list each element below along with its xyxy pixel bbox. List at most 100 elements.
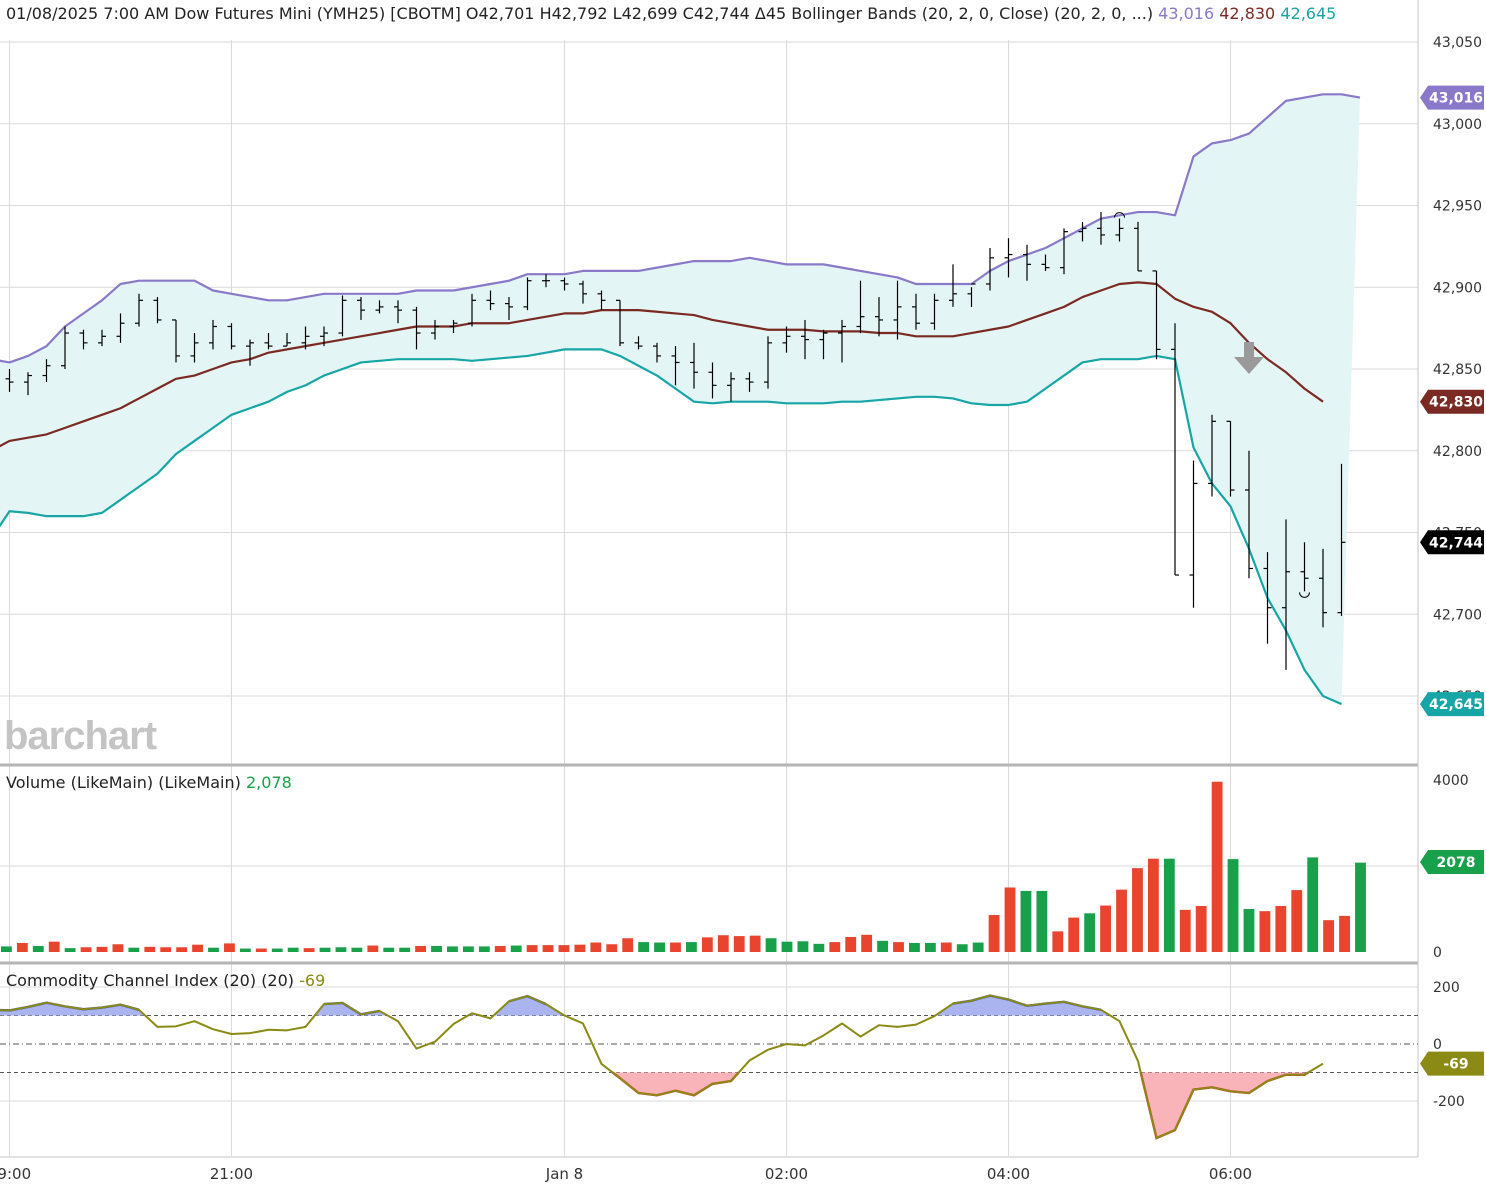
- ohlc-bar: [856, 280, 865, 334]
- ohlc-bar: [449, 319, 458, 334]
- ohlc-bar: [1041, 254, 1050, 271]
- cci-header-label: Commodity Channel Index (20) (20): [6, 971, 295, 990]
- ohlc-bar: [24, 372, 32, 396]
- last-price-tag: 42,744: [1420, 530, 1484, 555]
- volume-bar: [383, 947, 395, 952]
- volume-bar: [542, 945, 554, 952]
- lower-band-tag-shape: [1420, 692, 1484, 717]
- ohlc-bar: [690, 342, 698, 389]
- value-tags-layer: 43,016 42,830 42,744 42,645 2078 -69: [1420, 85, 1484, 1076]
- volume-bar: [924, 942, 936, 952]
- ohlc-bar: [560, 277, 569, 291]
- volume-tick-label: 0: [1433, 945, 1442, 961]
- header-middle-value: 42,830: [1219, 4, 1276, 23]
- volume-bar: [1068, 917, 1080, 952]
- volume-bar: [351, 947, 363, 952]
- time-tick-label: 21:00: [210, 1165, 253, 1183]
- time-tick-label: 19:00: [0, 1165, 31, 1183]
- last-price-tag-shape: [1420, 530, 1484, 555]
- middle-band-tag-text: 42,830: [1429, 395, 1483, 411]
- header-indicator: Bollinger Bands (20, 2, 0, Close) (20, 2…: [791, 4, 1154, 23]
- ohlc-bar: [597, 290, 606, 311]
- ohlc-bar: [116, 313, 125, 343]
- ohlc-bar: [357, 297, 365, 320]
- volume-bar: [1116, 889, 1127, 952]
- bollinger-band-layer: [0, 93, 1361, 706]
- ohlc-bar: [949, 264, 957, 307]
- upper-band-tag: 43,016: [1420, 85, 1484, 110]
- volume-bar: [845, 936, 857, 952]
- volume-bar: [940, 942, 952, 952]
- lower-band-line: [0, 348, 1342, 706]
- header-upper-value: 43,016: [1158, 4, 1215, 23]
- volume-bar: [192, 944, 203, 952]
- volume-bar: [1227, 859, 1239, 952]
- volume-bar: [1004, 887, 1016, 952]
- volume-tag-shape: [1420, 850, 1484, 874]
- header-datetime: 01/08/2025 7:00 AM: [6, 4, 170, 23]
- ohlc-bar: [1152, 270, 1161, 360]
- upper-band-tag-shape: [1420, 85, 1484, 110]
- ohlc-bar: [172, 319, 180, 363]
- ohlc-bar: [838, 319, 846, 363]
- volume-bar: [1355, 862, 1366, 952]
- volume-bar: [797, 941, 809, 952]
- ohlc-bar: [283, 333, 291, 347]
- header-ohlc: O42,701 H42,792 L42,699 C42,744 Δ45: [465, 4, 787, 23]
- volume-bar: [1100, 905, 1112, 952]
- volume-bar: [510, 945, 522, 952]
- ohlc-bar: [431, 319, 439, 340]
- cci-tag: -69: [1420, 1051, 1484, 1076]
- volume-bar: [956, 944, 968, 952]
- volume-bar: [399, 947, 411, 952]
- volume-header: Volume (LikeMain) (LikeMain) 2,078: [6, 773, 292, 793]
- volume-bars-layer: [1, 781, 1366, 952]
- ohlc-bar: [1097, 212, 1105, 245]
- volume-bar: [558, 945, 570, 952]
- ohlc-bar: [1319, 548, 1327, 628]
- cci-tag-text: -69: [1443, 1057, 1468, 1073]
- ohlc-bar: [79, 329, 88, 350]
- ohlc-bar: [616, 299, 624, 347]
- volume-bar: [478, 946, 490, 952]
- volume-bar: [1132, 868, 1143, 952]
- volume-bar: [654, 942, 665, 952]
- volume-header-label: Volume (LikeMain) (LikeMain): [6, 773, 241, 792]
- volume-bar: [590, 942, 602, 952]
- volume-bar: [829, 942, 841, 952]
- ohlc-bar: [727, 372, 735, 402]
- volume-tick-label: 4000: [1433, 773, 1469, 789]
- volume-bar: [287, 947, 299, 952]
- price-header: 01/08/2025 7:00 AM Dow Futures Mini (YMH…: [6, 4, 1336, 24]
- volume-bar: [1307, 857, 1319, 952]
- volume-bar: [160, 947, 172, 952]
- volume-bar: [574, 944, 586, 952]
- ohlc-bar: [209, 319, 217, 350]
- volume-bar: [1147, 858, 1159, 952]
- ohlc-bar: [986, 248, 994, 291]
- volume-bar: [1036, 890, 1048, 952]
- lower-band-tag-text: 42,645: [1429, 697, 1483, 713]
- ohlc-bar: [301, 326, 310, 350]
- ohlc-bar: [1226, 420, 1235, 497]
- volume-bar: [64, 948, 76, 952]
- volume-bar: [1020, 890, 1032, 952]
- volume-bar: [909, 942, 920, 952]
- ohlc-bar: [505, 297, 513, 320]
- ohlc-bar: [42, 359, 51, 383]
- ohlc-bar: [98, 329, 106, 347]
- ohlc-bar: [523, 277, 532, 311]
- volume-bar: [494, 945, 506, 952]
- ohlc-bar: [542, 274, 550, 288]
- ohlc-bar: [1078, 221, 1087, 242]
- ohlc-bar: [1300, 542, 1309, 592]
- ohlc-bar: [5, 369, 14, 392]
- ohlc-bar: [708, 362, 717, 399]
- volume-bar: [208, 947, 219, 952]
- ohlc-bar: [1282, 519, 1290, 670]
- ohlc-bar: [394, 300, 402, 324]
- cci-oversold-fill: [612, 1072, 739, 1096]
- volume-bar: [1211, 781, 1223, 952]
